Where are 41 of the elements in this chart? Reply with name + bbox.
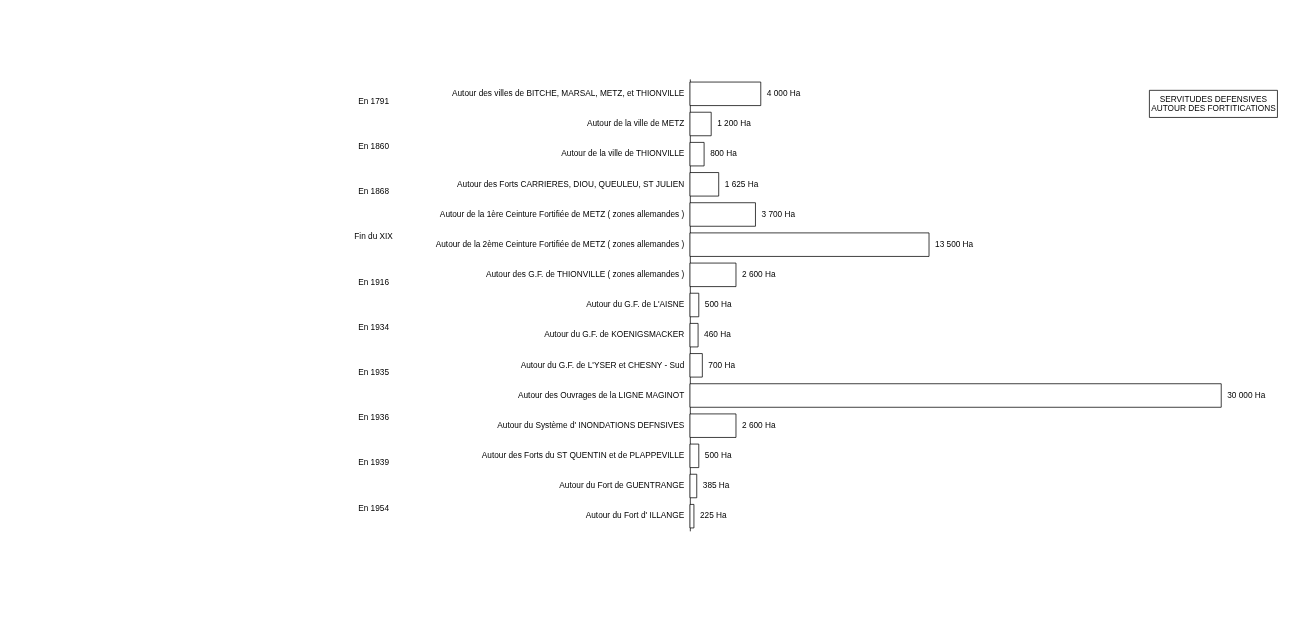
y-tick-label: Autour des G.F. de THIONVILLE ( zones allemandes ) bbox=[485, 270, 685, 280]
y-tick-label: Autour du G.F. de L'AISNE bbox=[586, 300, 685, 310]
data-label: 800 Ha bbox=[710, 149, 738, 159]
text: En 1935 bbox=[358, 368, 390, 378]
data-label: 500 Ha bbox=[704, 451, 732, 461]
data-label: 500 Ha bbox=[704, 300, 732, 310]
text: En 1936 bbox=[358, 413, 390, 423]
text: En 1860 bbox=[358, 142, 390, 152]
y-tick-label: Autour du G.F. de KOENIGSMACKER bbox=[544, 330, 685, 340]
data-label: 700 Ha bbox=[708, 360, 736, 370]
data-label: 225 Ha bbox=[699, 511, 728, 521]
y-tick-label: Autour des Ouvrages de la LIGNE MAGINOT bbox=[517, 390, 685, 400]
text: En 1939 bbox=[358, 458, 390, 468]
text: En 1868 bbox=[358, 187, 390, 197]
data-label: 3 700 Ha bbox=[761, 209, 796, 219]
data-label: 385 Ha bbox=[702, 481, 730, 491]
data-label: 4 000 Ha bbox=[766, 89, 801, 99]
y-tick-label: Autour de la ville de METZ bbox=[586, 119, 685, 129]
y-tick-label: Autour du Système d' INONDATIONS DEFNSIVES bbox=[497, 420, 685, 430]
text: SERVITUDES DEFENSIVES AUTOUR DES FORTITICATIONS bbox=[1151, 94, 1277, 113]
y-tick-label: Autour des Forts du ST QUENTIN et de PLAPPEVILLE bbox=[481, 451, 685, 461]
y-tick-label: Autour des Forts CARRIERES, DIOU, QUEULEU, ST JULIEN bbox=[457, 179, 685, 189]
data-label: 13 500 Ha bbox=[935, 239, 974, 249]
y-tick-label: Autour du Fort de GUENTRANGE bbox=[559, 481, 685, 491]
data-label: 460 Ha bbox=[704, 330, 732, 340]
text: En 1934 bbox=[358, 322, 390, 332]
data-label: 1 200 Ha bbox=[717, 119, 752, 129]
data-label: 2 600 Ha bbox=[742, 420, 776, 430]
data-label: 1 625 Ha bbox=[724, 179, 759, 189]
text: Fin du XIX bbox=[354, 232, 394, 242]
y-tick-label: Autour de la 1ère Ceinture Fortifiée de METZ ( zones allemandes ) bbox=[439, 209, 685, 219]
y-tick-label: Autour de la 2ème Ceinture Fortifiée de METZ ( zones allemandes ) bbox=[435, 239, 685, 249]
data-label: 2 600 Ha bbox=[742, 270, 776, 280]
y-tick-label: Autour du G.F. de L'YSER et CHESNY - Sud bbox=[520, 360, 685, 370]
data-label: 30 000 Ha bbox=[1227, 390, 1266, 400]
y-tick-label: Autour du Fort d' ILLANGE bbox=[585, 511, 685, 521]
text: En 1954 bbox=[358, 503, 390, 513]
text: En 1916 bbox=[358, 277, 390, 287]
y-tick-label: Autour de la ville de THIONVILLE bbox=[561, 149, 685, 159]
text: En 1791 bbox=[358, 96, 390, 106]
y-tick-label: Autour des villes de BITCHE, MARSAL, METZ, et THIONVILLE bbox=[452, 89, 685, 99]
